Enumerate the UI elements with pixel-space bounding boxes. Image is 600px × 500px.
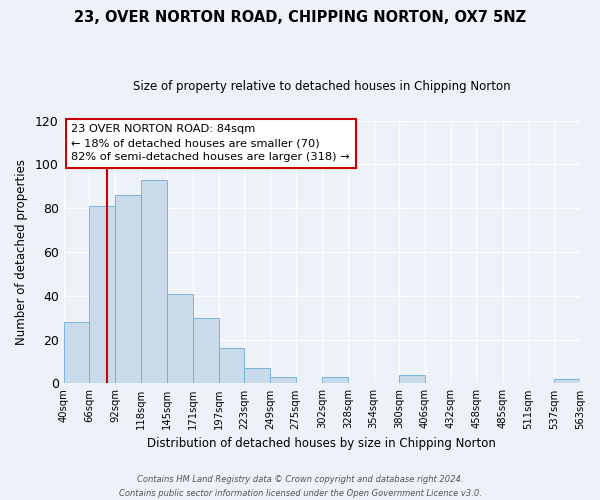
Bar <box>115 195 140 384</box>
Text: Contains HM Land Registry data © Crown copyright and database right 2024.
Contai: Contains HM Land Registry data © Crown c… <box>119 476 481 498</box>
Text: 23, OVER NORTON ROAD, CHIPPING NORTON, OX7 5NZ: 23, OVER NORTON ROAD, CHIPPING NORTON, O… <box>74 10 526 25</box>
Bar <box>270 377 296 384</box>
Bar <box>64 322 89 384</box>
Bar <box>244 368 270 384</box>
Bar <box>89 206 115 384</box>
Title: Size of property relative to detached houses in Chipping Norton: Size of property relative to detached ho… <box>133 80 511 93</box>
Bar <box>400 374 425 384</box>
Bar <box>167 294 193 384</box>
Text: 23 OVER NORTON ROAD: 84sqm
← 18% of detached houses are smaller (70)
82% of semi: 23 OVER NORTON ROAD: 84sqm ← 18% of deta… <box>71 124 350 162</box>
X-axis label: Distribution of detached houses by size in Chipping Norton: Distribution of detached houses by size … <box>148 437 496 450</box>
Y-axis label: Number of detached properties: Number of detached properties <box>15 159 28 345</box>
Bar <box>193 318 218 384</box>
Bar <box>322 377 348 384</box>
Bar <box>554 379 580 384</box>
Bar <box>140 180 167 384</box>
Bar <box>218 348 244 384</box>
